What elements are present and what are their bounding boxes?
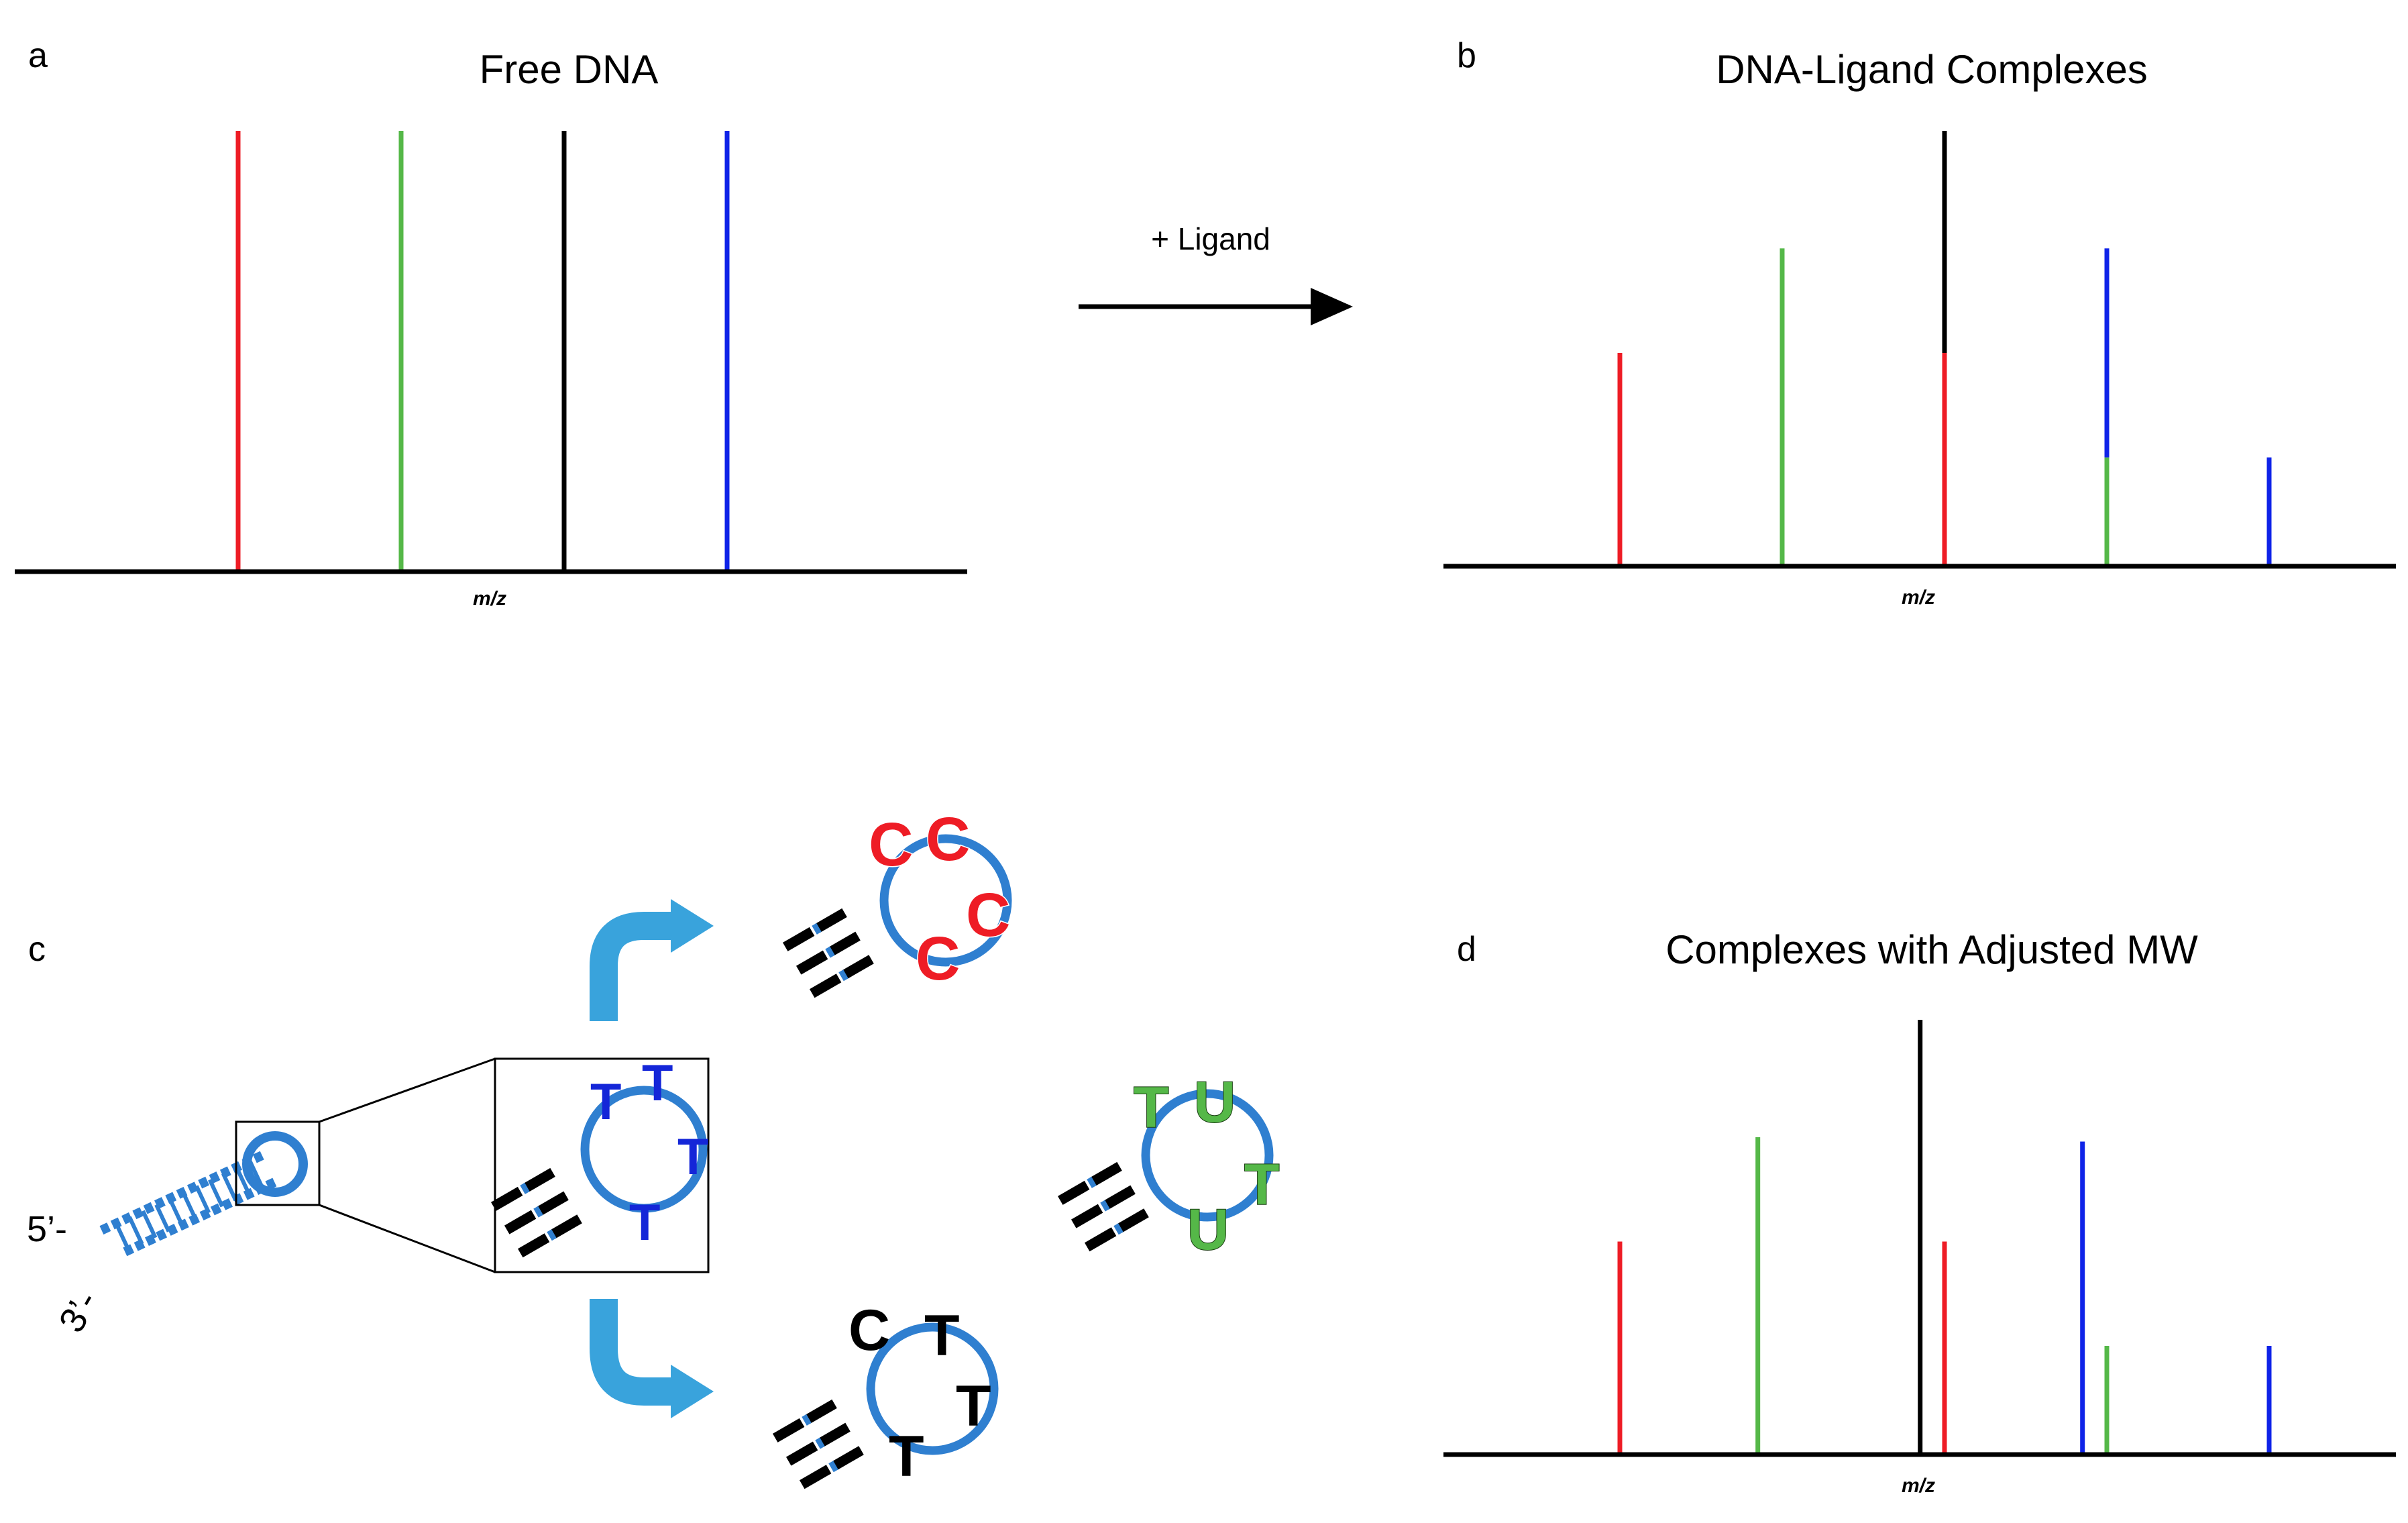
loop-red-base-4: C	[916, 925, 960, 993]
loop-black-base-2: T	[924, 1304, 960, 1368]
branch-arrow-down-icon	[590, 1299, 714, 1418]
zoom-box	[494, 1057, 710, 1273]
loop-black-base-4: T	[889, 1424, 924, 1489]
loop-red: C C C C	[782, 804, 1012, 998]
loop-zoom-base-3: T	[677, 1128, 708, 1186]
panel-a-title: Free DNA	[480, 47, 659, 92]
loop-zoom-base-4: T	[629, 1194, 660, 1251]
label-5prime: 5’-	[27, 1209, 67, 1249]
zoom-source-box	[235, 1120, 321, 1206]
panel-c-letter: c	[28, 930, 46, 969]
ligand-arrow-label: + Ligand	[1151, 221, 1270, 256]
loop-red-base-2: C	[926, 805, 970, 874]
panel-b-xlabel: m/z	[1902, 586, 1935, 609]
loop-red-base-3: C	[966, 881, 1010, 949]
loop-zoom: T T T T	[490, 1055, 708, 1258]
branch-arrow-up-icon	[590, 899, 714, 1021]
panel-d-letter: d	[1457, 930, 1476, 969]
loop-green-base-3: T	[1244, 1153, 1280, 1217]
chart-a	[235, 131, 730, 572]
panel-a: a Free DNA m/z	[15, 36, 967, 610]
panel-d-title: Complexes with Adjusted MW	[1665, 927, 2198, 972]
panel-a-letter: a	[28, 36, 48, 75]
label-3prime: 3’-	[51, 1284, 106, 1339]
panel-c: c 5’-	[27, 804, 1280, 1489]
panel-b-letter: b	[1457, 36, 1476, 75]
loop-green-base-4: U	[1187, 1198, 1229, 1262]
panel-b-title: DNA-Ligand Complexes	[1716, 47, 2148, 92]
panel-d: d Complexes with Adjusted MW m/z	[1443, 927, 2396, 1497]
loop-zoom-base-2: T	[642, 1055, 673, 1112]
dna-hairpin: 5’- 3’-	[27, 1131, 308, 1339]
panel-d-xlabel: m/z	[1902, 1475, 1935, 1497]
loop-black-base-1: C	[849, 1298, 890, 1363]
ligand-arrow: + Ligand	[1079, 221, 1353, 325]
loop-black: C T T T	[772, 1298, 999, 1489]
loop-black-base-3: T	[956, 1374, 991, 1438]
loop-green: T U T U	[1057, 1069, 1280, 1263]
loop-red-base-1: C	[869, 810, 913, 879]
loop-green-base-2: U	[1194, 1070, 1236, 1135]
loop-green-base-1: T	[1134, 1075, 1169, 1140]
panel-b: b DNA-Ligand Complexes m/z	[1443, 36, 2396, 609]
zoom-line-bottom	[319, 1204, 496, 1273]
hairpin-loop	[242, 1131, 308, 1197]
panel-a-xlabel: m/z	[473, 588, 506, 610]
loop-zoom-base-1: T	[590, 1073, 621, 1131]
zoom-line-top	[319, 1057, 496, 1123]
chart-d	[1617, 1020, 2272, 1455]
chart-b	[1617, 131, 2272, 566]
